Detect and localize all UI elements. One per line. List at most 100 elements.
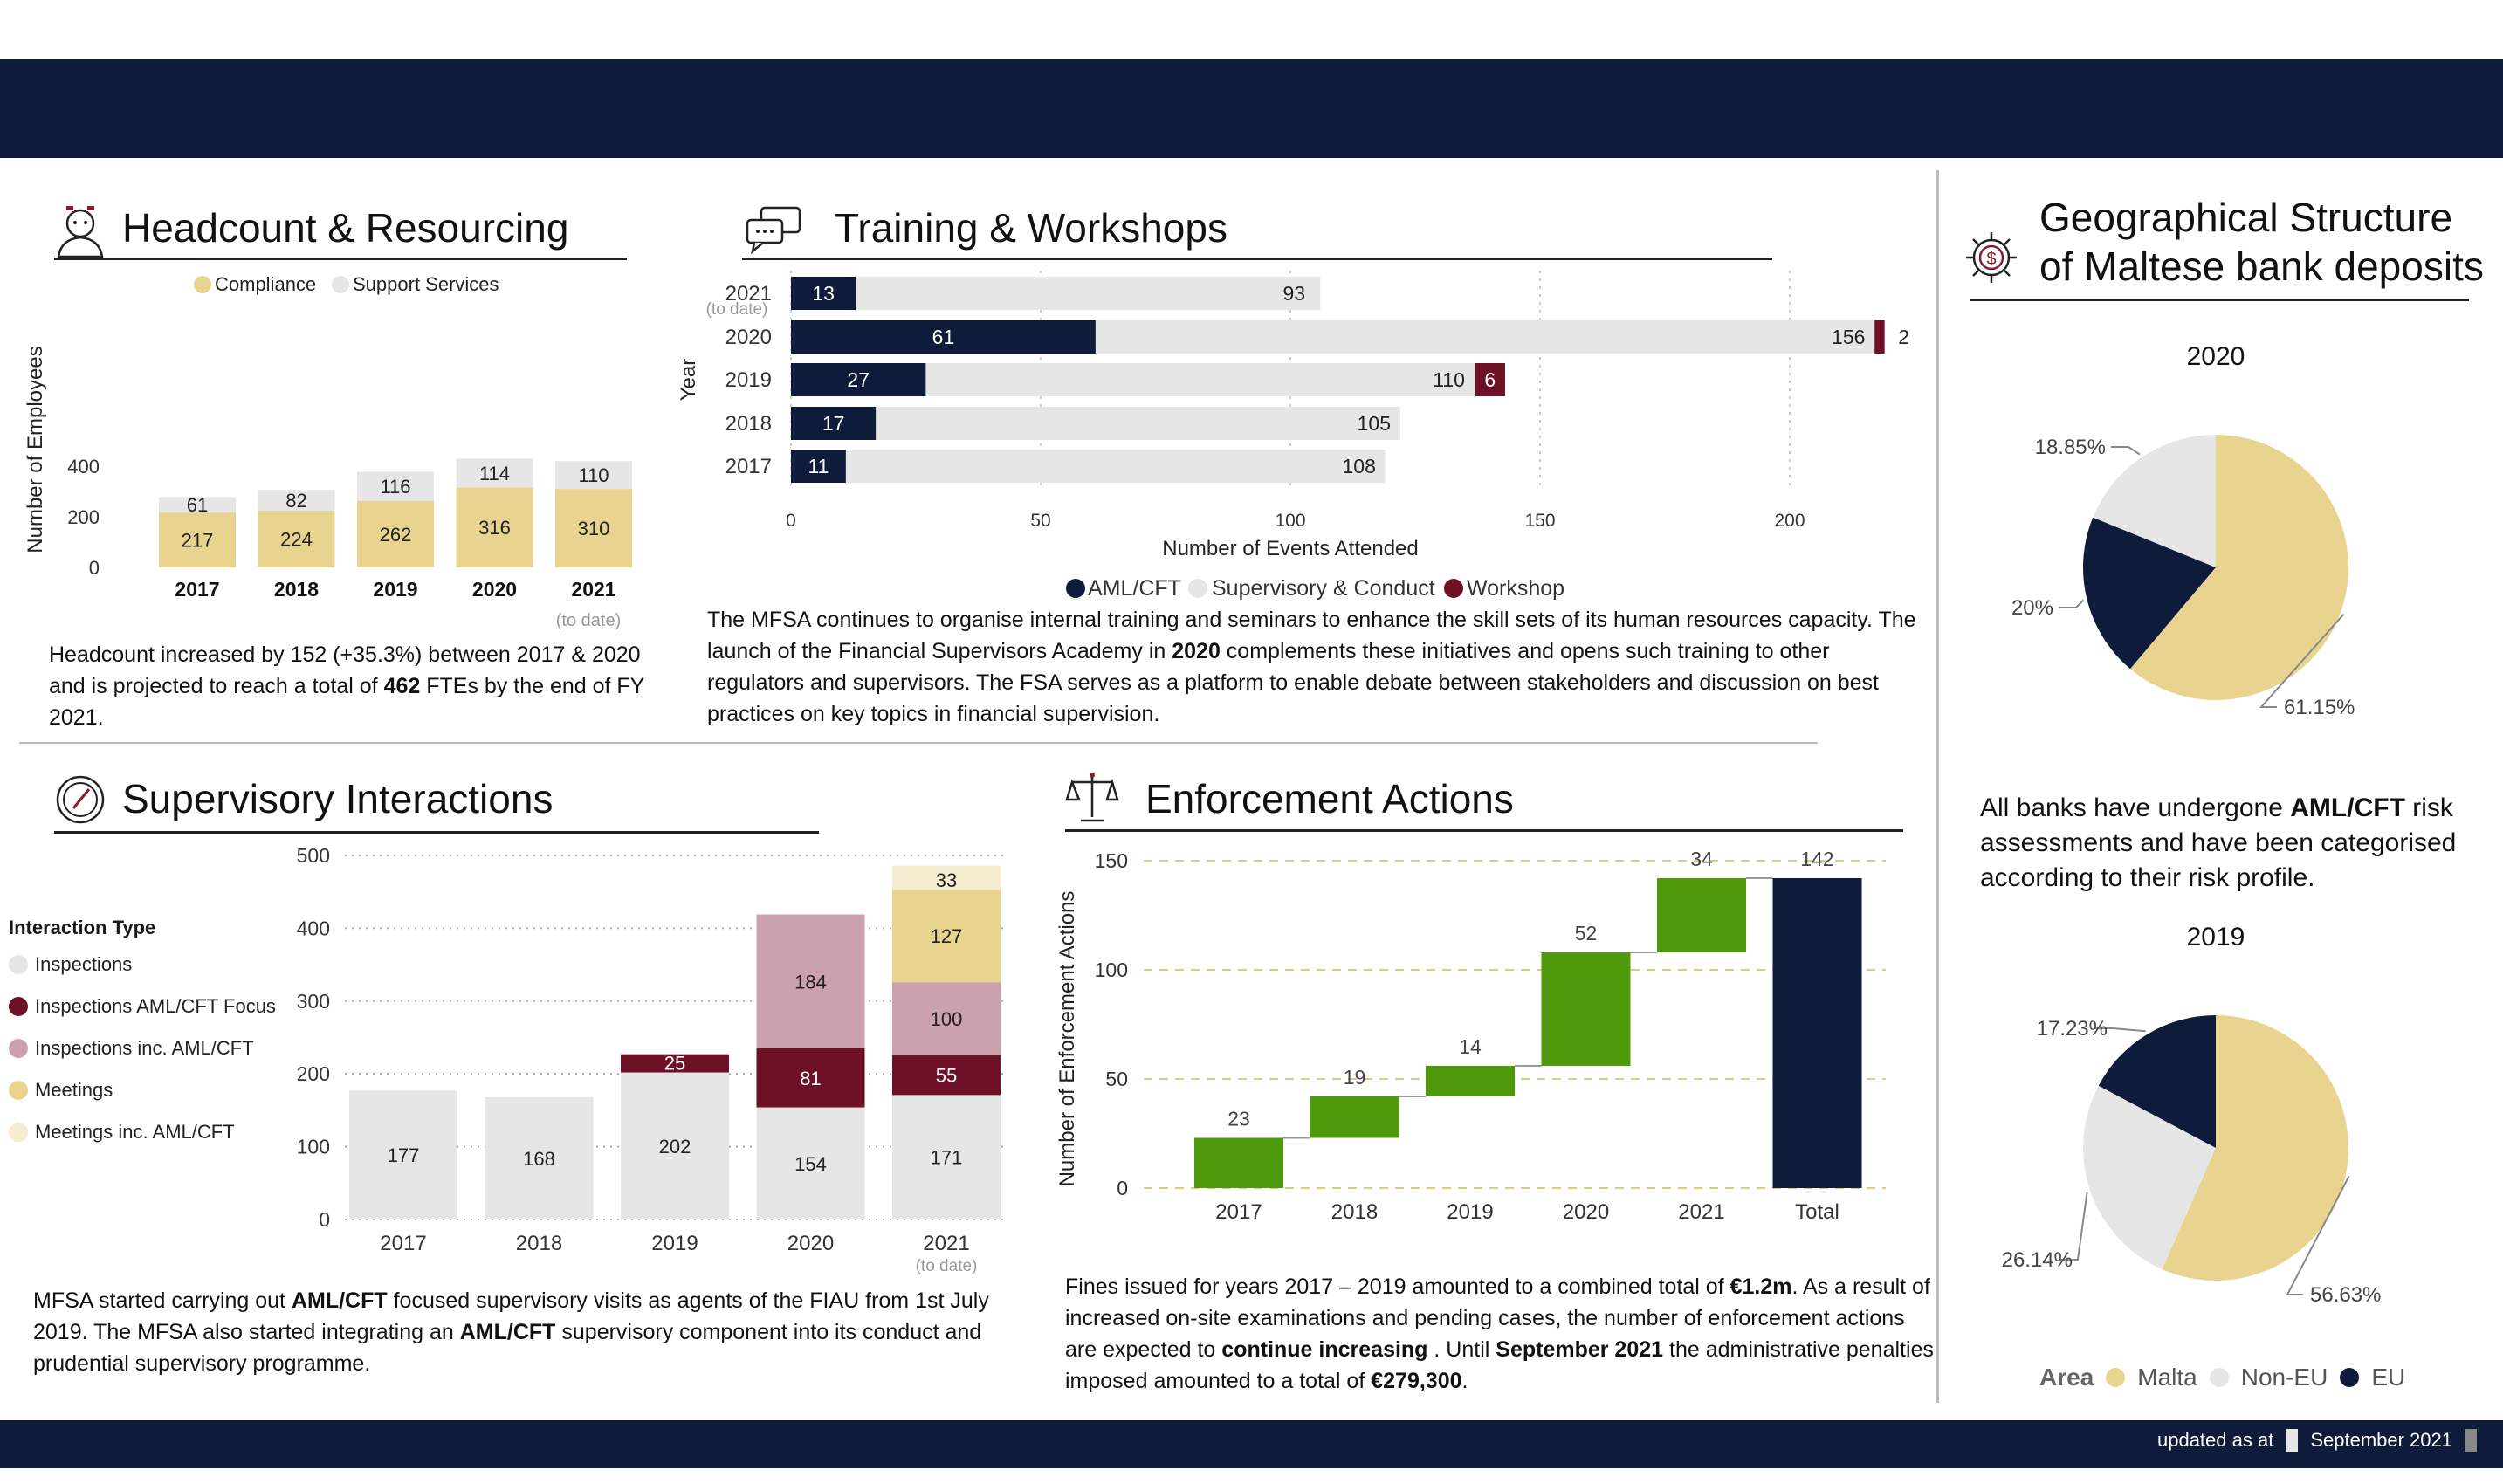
data-label: 81 [800,1068,821,1089]
to-date-note: (to date) [556,611,621,630]
geo-text-1: All banks have undergone [1980,794,2291,822]
data-label: 224 [280,529,313,551]
legend-supervisory: Supervisory & Conduct [1212,576,1435,601]
footer-date-end-icon [2465,1429,2477,1452]
data-label: 177 [388,1144,420,1166]
enforcement-text-3: . Until [1427,1337,1496,1362]
waterfall-bar [1657,878,1746,952]
bar-support [357,471,434,502]
x-tick-label: 2019 [651,1232,698,1255]
x-tick-label: 200 [1774,511,1805,531]
geo-paragraph: All banks have undergone AML/CFT risk as… [1980,791,2478,896]
data-label: 110 [1433,368,1465,391]
legend-meetings-swatch [9,1081,28,1100]
bar-compliance [258,511,335,567]
footer-updated-label: updated as at [2156,1429,2274,1451]
bar-inspections [892,1095,1001,1219]
y-tick-label: 2019 [725,368,772,392]
enforcement-bold-4: €279,300 [1371,1369,1462,1393]
supervisory-text-bold-1: AML/CFT [291,1288,388,1313]
training-text-2: complements these initiatives and opens … [707,639,1879,726]
y-tick-label: 0 [1117,1177,1128,1199]
legend-meetings-inc-swatch [9,1123,28,1142]
pie-slice-eu [2083,517,2216,670]
pie-leader-line [2095,1027,2146,1033]
x-tick-label: 2017 [380,1232,426,1255]
geo-title-line-2: of Maltese bank deposits [2039,244,2484,289]
y-tick-label: 200 [67,506,100,528]
data-label: 61 [187,494,208,516]
supervisory-text-3: supervisory component into its conduct a… [33,1320,982,1376]
bar-inspections [756,1107,865,1219]
legend-workshop-swatch [1444,579,1463,598]
x-tick-label: 2019 [1447,1200,1493,1224]
supervisory-text-2: focused supervisory visits as agents of … [33,1288,989,1344]
pie-slice-malta [2162,1015,2348,1281]
bar-supervisory [876,407,1400,440]
headcount-text-1: Headcount increased by 152 (+35.3%) betw… [49,642,641,698]
y-tick-label: 500 [297,844,330,867]
y-tick-label: 0 [319,1208,330,1231]
legend-inc-aml: Inspections inc. AML/CFT [9,1037,288,1060]
data-label: 100 [931,1008,963,1030]
bar-inspections [621,1072,729,1219]
data-label: 82 [285,490,306,512]
legend-inc-aml-label: Inspections inc. AML/CFT [35,1037,254,1059]
legend-eu-swatch [2340,1368,2360,1387]
training-chart: 0 50 100 150 200 Number of Events Attended Yea… [677,271,1909,601]
to-date-note: (to date) [706,300,768,319]
bar-inc-aml [892,982,1001,1055]
pie-value-label: 17.23% [2037,1017,2108,1041]
enforcement-text-2: . As a result of increased on-site exami… [1065,1274,1930,1362]
headcount-title: Headcount & Resourcing [122,205,569,251]
geo-title-line [1970,299,2469,301]
legend-meetings-inc: Meetings inc. AML/CFT [9,1121,288,1144]
data-label: 184 [794,971,827,993]
training-text-bold: 2020 [1172,639,1221,663]
supervisory-title: Supervisory Interactions [122,776,554,821]
data-label: 27 [847,368,870,391]
waterfall-bar [1310,1096,1399,1138]
headcount-title-line [54,258,627,260]
headcount-chart: Compliance Support Services Number of Empl… [24,273,632,630]
bar-support [159,497,236,513]
enforcement-bold-3: September 2021 [1496,1337,1664,1362]
bar-inspections [485,1096,594,1219]
y-tick-label: 0 [89,557,100,579]
x-tick-label: 2020 [1563,1200,1609,1224]
supervisory-paragraph: MFSA started carrying out AML/CFT focuse… [33,1285,1020,1379]
x-tick-label: 150 [1524,511,1555,531]
bar-compliance [456,487,533,567]
enforcement-title-line [1065,829,1903,832]
training-title: Training & Workshops [835,205,1227,251]
bar-aml [791,450,846,483]
data-label: 19 [1344,1066,1366,1089]
legend-support: Support Services [353,273,499,295]
pie-slice-malta [2130,435,2348,700]
legend-inspections-label: Inspections [35,953,133,975]
data-label: 25 [664,1053,685,1075]
y-tick-label: 200 [297,1062,330,1085]
bar-aml [791,363,926,396]
divider-horizontal [19,742,1818,744]
supervisory-title-line [54,831,819,834]
pie-value-label: 18.85% [2035,436,2106,459]
y-tick-label: 2018 [725,412,772,436]
data-label: 142 [1800,848,1833,870]
enforcement-text-5: . [1461,1369,1468,1393]
legend-aml: AML/CFT [1088,576,1181,601]
pie-leader-line [2060,1192,2088,1261]
bar-aml [791,407,877,440]
legend-inc-aml-swatch [9,1039,28,1058]
gauge-icon [56,775,105,824]
waterfall-bar [1194,1137,1283,1188]
bar-meetings [892,890,1001,983]
y-tick-label: 300 [297,990,330,1013]
x-tick-label: 2021 [1678,1200,1724,1224]
geo-text-bold: AML/CFT [2290,794,2405,822]
data-label: 168 [523,1148,555,1170]
x-tick-label: 2021 [923,1232,969,1255]
pie-value-label: 61.15% [2284,696,2355,719]
data-label: 34 [1690,848,1713,870]
x-tick-label: 2020 [787,1232,834,1255]
